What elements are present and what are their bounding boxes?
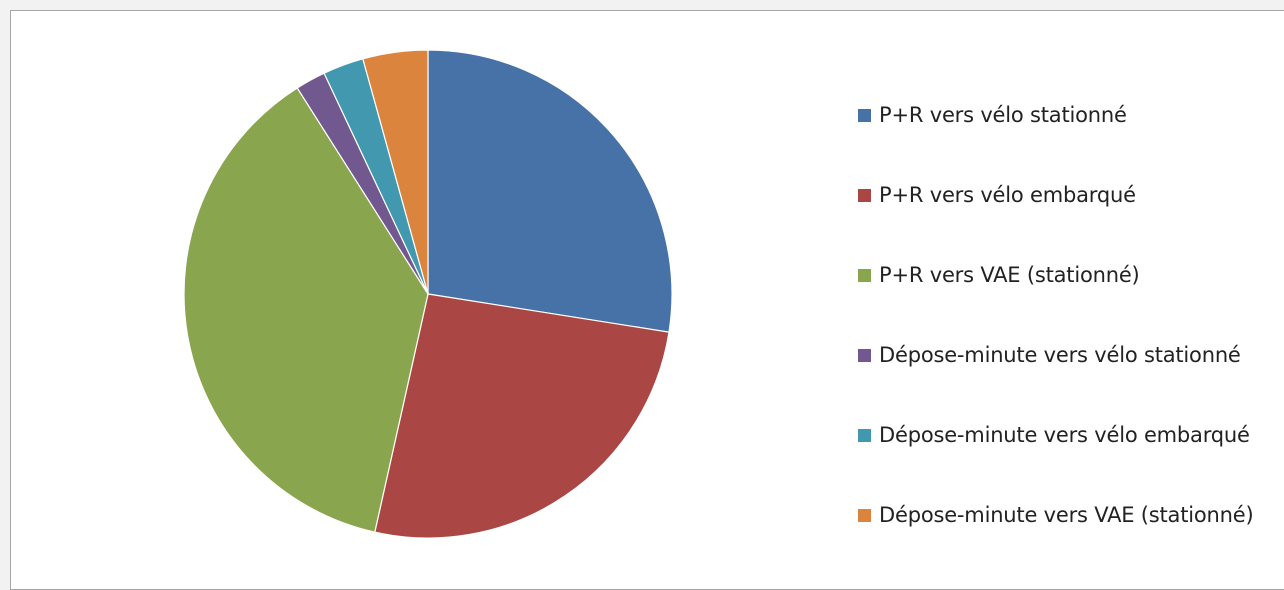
pie-chart	[183, 49, 673, 539]
legend-item-4: Dépose-minute vers vélo stationné	[858, 338, 1253, 372]
legend-label: Dépose-minute vers vélo stationné	[879, 343, 1241, 367]
pie-slices	[183, 49, 673, 539]
legend-swatch	[858, 508, 871, 522]
legend-item-2: P+R vers vélo embarqué	[858, 178, 1253, 212]
legend-swatch	[858, 268, 871, 282]
legend-label: Dépose-minute vers VAE (stationné)	[879, 503, 1254, 527]
legend-item-6: Dépose-minute vers VAE (stationné)	[858, 498, 1254, 532]
legend-label: P+R vers VAE (stationné)	[879, 263, 1140, 287]
legend-swatch	[858, 428, 871, 442]
pie-slice-3	[183, 87, 429, 533]
chart-legend: P+R vers vélo stationné P+R vers vélo emb…	[858, 98, 1254, 578]
legend-label: Dépose-minute vers vélo embarqué	[879, 423, 1250, 447]
legend-swatch	[858, 348, 871, 362]
legend-label: P+R vers vélo embarqué	[879, 183, 1136, 207]
pie-slice-6	[362, 49, 429, 295]
legend-swatch	[858, 188, 871, 202]
legend-item-5: Dépose-minute vers vélo embarqué	[858, 418, 1253, 452]
legend-label: P+R vers vélo stationné	[879, 103, 1127, 127]
pie-slice-1	[427, 49, 673, 333]
legend-item-3: P+R vers VAE (stationné)	[858, 258, 1253, 292]
legend-swatch	[858, 108, 871, 122]
legend-item-1: P+R vers vélo stationné	[858, 98, 1253, 132]
pie-slice-2	[374, 293, 670, 539]
